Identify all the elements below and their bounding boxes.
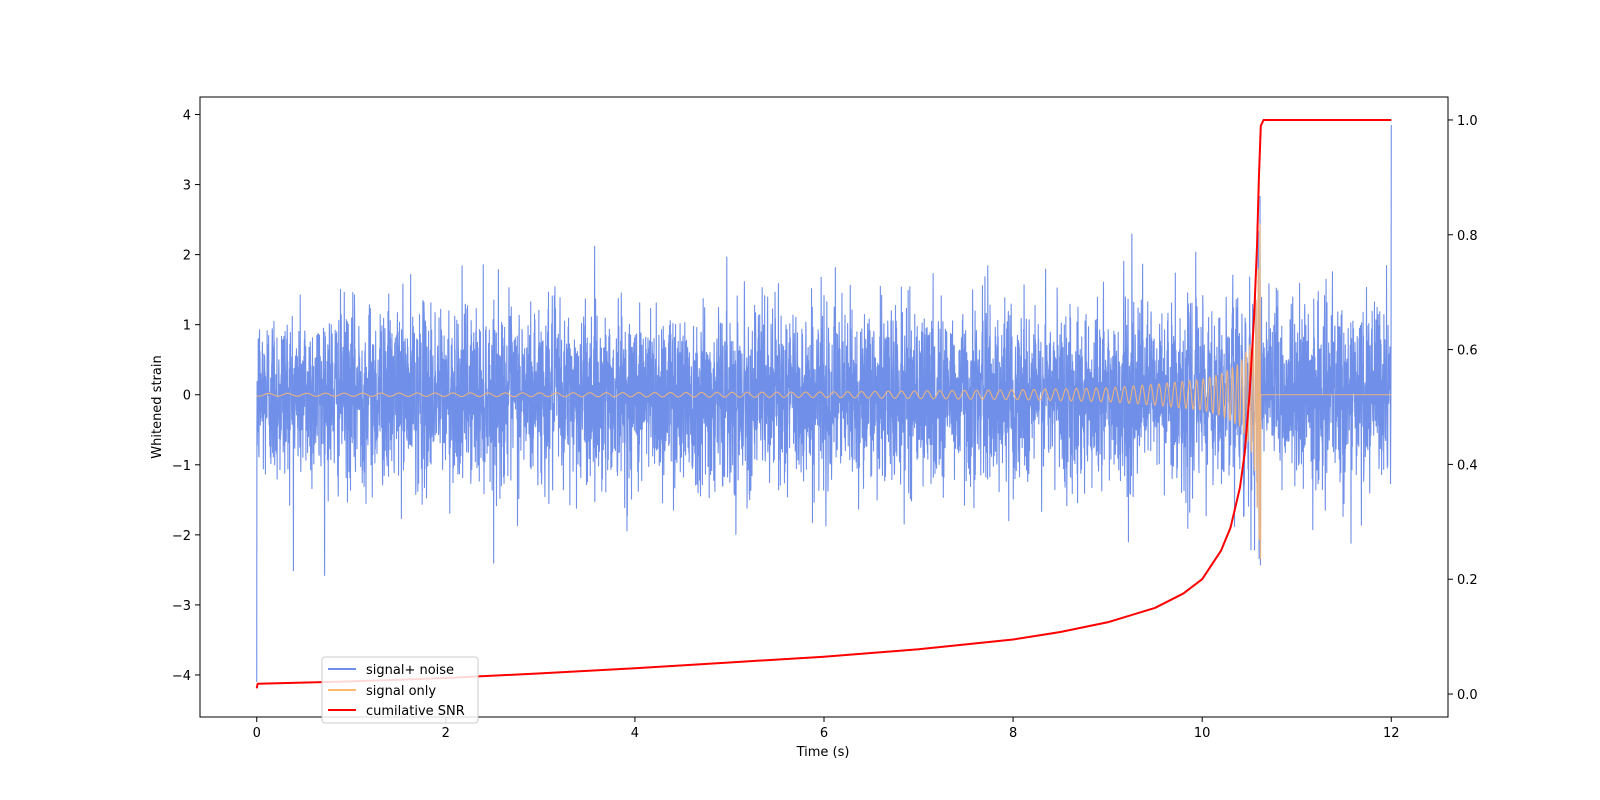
y-axis-right: 1.0 0.8 0.6 0.4 0.2 0.0 [1448,114,1478,703]
x-tick-label: 12 [1383,726,1400,741]
y2-tick-label: 0.0 [1457,688,1478,703]
y-axis-left: 4 3 2 1 0 −1 −2 −3 −4 [172,109,200,684]
x-tick-label: 4 [631,726,639,741]
x-axis-label: Time (s) [796,745,850,760]
x-tick-label: 10 [1194,726,1211,741]
legend-box [321,656,479,724]
y2-tick-label: 1.0 [1457,114,1478,129]
y-tick-label: 0 [183,389,191,404]
y-tick-label: 3 [183,179,191,194]
x-tick-label: 8 [1009,726,1017,741]
y-axis-label: Whitened strain [150,355,165,458]
y-tick-label: −4 [172,669,191,684]
y-tick-label: −3 [172,599,191,614]
legend-label-cumulative-snr: cumilative SNR [366,704,465,719]
series-signal-plus-noise-line [256,125,1392,682]
series-signal-only-line [256,223,1392,559]
y-tick-label: −1 [172,459,191,474]
legend-label-signal-plus-noise: signal+ noise [366,663,454,678]
series-cumulative-snr-line [255,118,1392,689]
y2-tick-label: 0.8 [1457,229,1478,244]
y-tick-label: −2 [172,529,191,544]
legend: signal+ noise signal only cumilative SNR [321,656,479,724]
x-tick-label: 6 [820,726,828,741]
x-tick-label: 0 [253,726,261,741]
y-tick-label: 2 [183,249,191,264]
legend-label-signal-only: signal only [366,684,436,699]
x-axis: 0 2 4 6 8 10 12 [253,717,1400,741]
y2-tick-label: 0.4 [1457,458,1478,473]
y-tick-label: 1 [183,319,191,334]
y2-tick-label: 0.6 [1457,344,1478,359]
x-tick-label: 2 [442,726,450,741]
series-layer [255,118,1392,689]
y2-tick-label: 0.2 [1457,573,1478,588]
y-tick-label: 4 [183,109,191,124]
